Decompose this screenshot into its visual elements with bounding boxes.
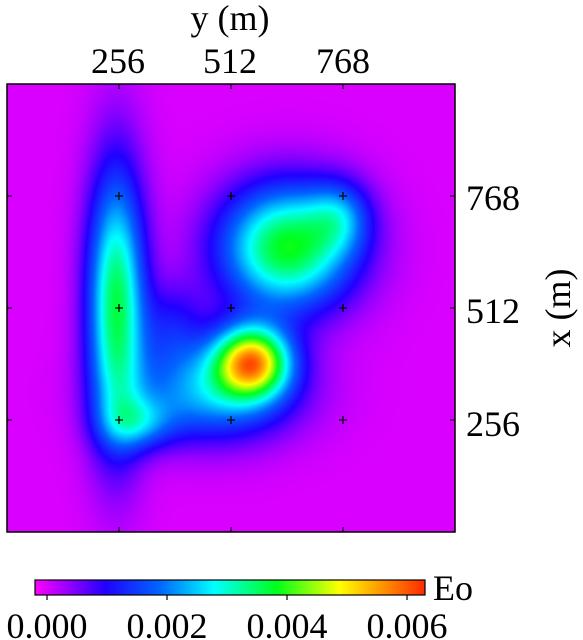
- colorbar-label: Eo: [433, 568, 473, 608]
- right-axis-ticks: [7, 195, 455, 421]
- top-tick-label-512: 512: [203, 41, 257, 81]
- top-tick-label-768: 768: [316, 41, 370, 81]
- marker-7: [227, 416, 235, 424]
- marker-5: [339, 304, 347, 312]
- marker-0: [115, 192, 123, 200]
- top-axis-label: y (m): [191, 0, 270, 38]
- right-tick-label-512: 512: [466, 291, 520, 331]
- colorbar-tick-label-2: 0.004: [247, 606, 328, 640]
- colorbar: [34, 579, 426, 596]
- marker-4: [227, 304, 235, 312]
- marker-1: [227, 192, 235, 200]
- top-tick-label-256: 256: [91, 41, 145, 81]
- right-tick-label-768: 768: [466, 178, 520, 218]
- right-tick-label-256: 256: [466, 404, 520, 444]
- colorbar-ticks: [46, 595, 408, 600]
- colorbar-tick-label-1: 0.002: [127, 606, 208, 640]
- marker-3: [115, 304, 123, 312]
- marker-6: [115, 416, 123, 424]
- marker-layer: [115, 192, 347, 424]
- colorbar-tick-label-3: 0.006: [367, 606, 448, 640]
- marker-2: [339, 192, 347, 200]
- top-axis-ticks: [118, 84, 344, 532]
- colorbar-tick-label-0: 0.000: [7, 606, 88, 640]
- marker-8: [339, 416, 347, 424]
- right-axis-label: x (m): [538, 269, 578, 348]
